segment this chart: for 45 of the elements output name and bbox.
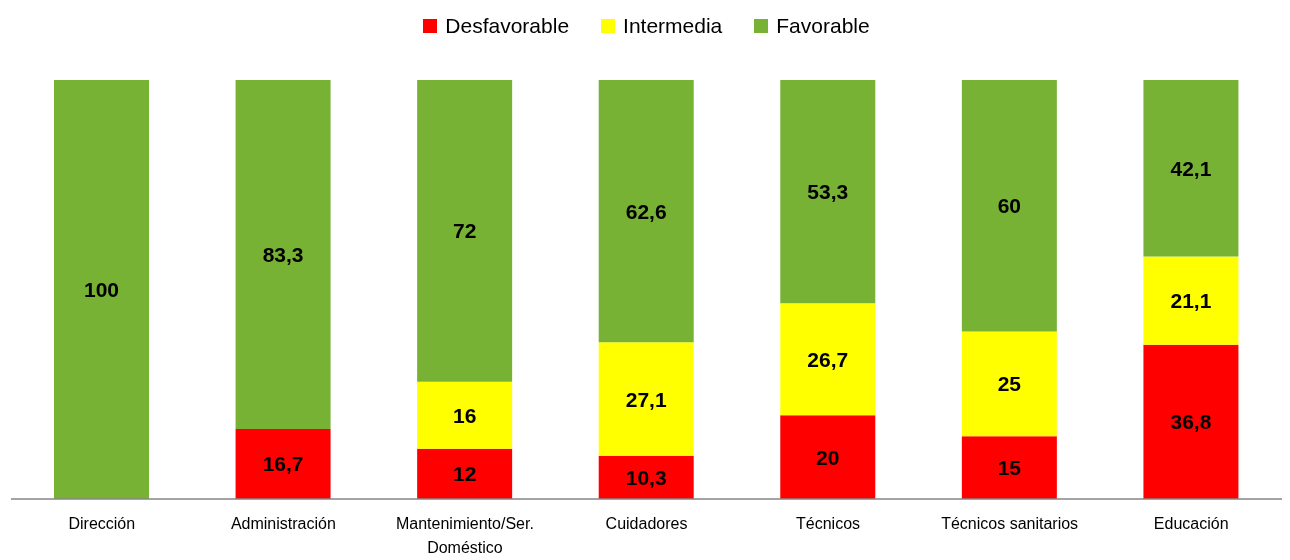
bar (961, 331, 1057, 437)
data-label: 53,3 (807, 180, 849, 204)
x-tick-label: Técnicos sanitarios (941, 515, 1079, 533)
data-label: 62,6 (625, 199, 667, 223)
data-label: 72 (452, 219, 477, 243)
data-label: 21,1 (1170, 289, 1212, 313)
bar (1143, 256, 1239, 345)
bar (417, 448, 513, 499)
bar (780, 303, 876, 416)
bar (417, 381, 513, 449)
data-label: 10,3 (625, 465, 667, 489)
bar (1143, 344, 1239, 499)
data-label: 15 (997, 456, 1022, 480)
x-tick-label: Educación (1153, 515, 1229, 533)
data-label: 20 (816, 445, 840, 469)
bar (780, 80, 876, 304)
bar (598, 80, 694, 343)
bar (235, 429, 331, 499)
bar (780, 415, 876, 499)
data-label: 26,7 (807, 347, 849, 371)
data-label: 100 (83, 277, 120, 301)
bar (598, 342, 694, 456)
bar (1143, 80, 1239, 257)
x-tick-label: Cuidadores (605, 515, 688, 533)
data-label: 25 (997, 372, 1022, 396)
x-tick-label: Técnicos (796, 515, 861, 533)
legend-label: Favorable (776, 14, 870, 38)
x-tick-label: Dirección (68, 515, 136, 533)
data-label: 12 (452, 462, 477, 486)
data-label: 16,7 (262, 452, 304, 476)
data-label: 27,1 (625, 387, 667, 411)
data-label: 60 (997, 194, 1022, 218)
x-tick-label: Mantenimiento/Ser. Doméstico (396, 515, 534, 556)
data-label: 16 (452, 403, 477, 427)
data-label: 36,8 (1170, 410, 1212, 434)
bar (417, 80, 513, 382)
bar (235, 80, 331, 430)
x-tick-label: Administración (230, 515, 336, 533)
data-label: 83,3 (262, 242, 304, 266)
legend-label: Intermedia (623, 14, 723, 38)
bar (54, 80, 149, 499)
bar (961, 436, 1057, 499)
legend-label: Desfavorable (445, 14, 570, 38)
data-label: 42,1 (1170, 156, 1212, 180)
bar (961, 80, 1057, 332)
